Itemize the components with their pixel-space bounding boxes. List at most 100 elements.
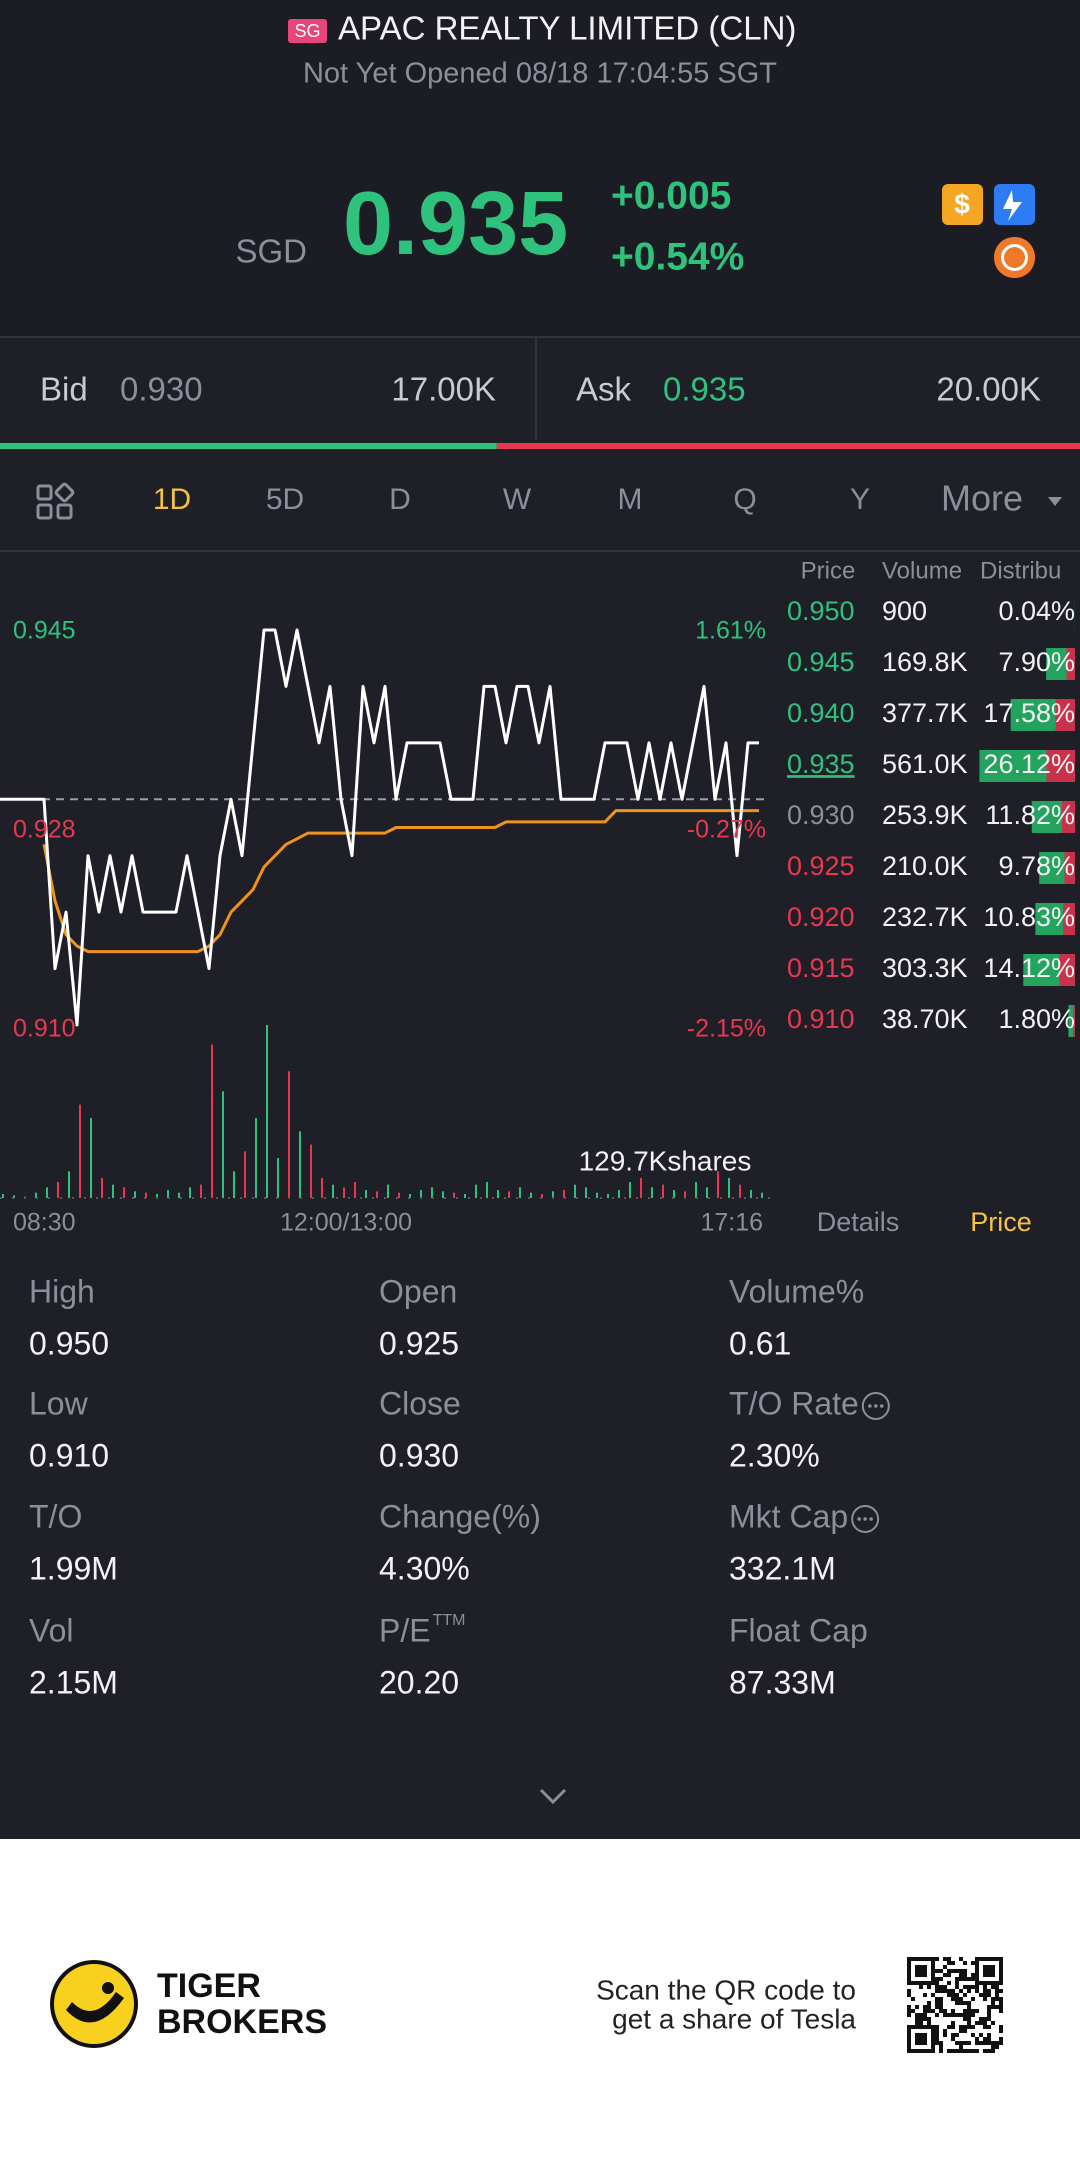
qr-finder bbox=[915, 1965, 927, 1977]
qr-cell bbox=[991, 2021, 995, 2025]
panel-tab[interactable]: Price bbox=[970, 1207, 1032, 1237]
qr-cell bbox=[999, 2025, 1003, 2029]
order-price: 0.915 bbox=[787, 953, 855, 983]
order-price: 0.950 bbox=[787, 596, 855, 626]
qr-cell bbox=[939, 2001, 943, 2005]
qr-cell bbox=[923, 1993, 927, 1997]
qr-cell bbox=[975, 1985, 979, 1989]
volume-bar bbox=[167, 1189, 169, 1198]
qr-cell bbox=[979, 2033, 983, 2037]
period-tab[interactable]: 5D bbox=[266, 483, 304, 516]
stat-label: Float Cap bbox=[729, 1612, 868, 1648]
period-tab[interactable]: More bbox=[941, 478, 1023, 519]
order-volume: 232.7K bbox=[882, 902, 968, 932]
volume-bar bbox=[189, 1187, 191, 1198]
qr-cell bbox=[975, 2041, 979, 2045]
qr-cell bbox=[987, 2049, 991, 2053]
market-badge bbox=[288, 19, 327, 43]
volume-bar bbox=[629, 1181, 631, 1198]
volume-bar bbox=[255, 1117, 257, 1198]
qr-cell bbox=[963, 1961, 967, 1965]
qr-cell bbox=[935, 1989, 939, 1993]
volume-bar bbox=[750, 1189, 752, 1198]
qr-cell bbox=[939, 1989, 943, 1993]
order-distribution: 17.58% bbox=[983, 698, 1075, 728]
qr-cell bbox=[959, 1989, 963, 1993]
qr-cell bbox=[995, 2005, 999, 2009]
qr-cell bbox=[935, 1985, 939, 1989]
stock-title: APAC REALTY LIMITED (CLN) bbox=[338, 10, 796, 47]
qr-cell bbox=[951, 2033, 955, 2037]
qr-cell bbox=[991, 2001, 995, 2005]
qr-cell bbox=[983, 2037, 987, 2041]
volume-bar bbox=[453, 1192, 455, 1198]
time-label: 08:30 bbox=[13, 1209, 76, 1237]
qr-cell bbox=[955, 2041, 959, 2045]
distribution-bar bbox=[1068, 1005, 1075, 1037]
qr-cell bbox=[943, 2013, 947, 2017]
volume-bar bbox=[310, 1144, 312, 1198]
order-header: Price bbox=[801, 557, 856, 584]
volume-bar bbox=[618, 1189, 620, 1198]
volume-bar bbox=[35, 1192, 37, 1198]
qr-cell bbox=[999, 2029, 1003, 2033]
period-tab[interactable]: Q bbox=[733, 483, 756, 516]
qr-cell bbox=[999, 1989, 1003, 1993]
brand-name: TIGER bbox=[157, 1967, 261, 2005]
qr-cell bbox=[919, 1985, 923, 1989]
stat-value: 0.910 bbox=[29, 1437, 109, 1473]
market-status: Not Yet Opened 08/18 17:04:55 SGT bbox=[303, 58, 777, 90]
qr-cell bbox=[999, 2009, 1003, 2013]
qr-cell bbox=[939, 2005, 943, 2009]
qr-cell bbox=[935, 2001, 939, 2005]
bid-share-bar bbox=[0, 443, 497, 449]
qr-cell bbox=[963, 2013, 967, 2017]
qr-cell bbox=[995, 1989, 999, 1993]
qr-cell bbox=[983, 2017, 987, 2021]
period-tab[interactable]: W bbox=[503, 483, 532, 516]
qr-cell bbox=[947, 1969, 951, 1973]
qr-cell bbox=[935, 2013, 939, 2017]
period-tab[interactable]: D bbox=[389, 483, 411, 516]
panel-tab[interactable]: Details bbox=[817, 1207, 900, 1237]
distribution-bar bbox=[1046, 648, 1075, 680]
more-caret[interactable] bbox=[1048, 497, 1062, 506]
qr-cell bbox=[971, 1997, 975, 2001]
stat-label: Low bbox=[29, 1385, 89, 1421]
stat-value: 0.950 bbox=[29, 1325, 109, 1361]
qr-cell bbox=[947, 1993, 951, 1997]
bid-label: Bid bbox=[40, 371, 88, 408]
qr-cell bbox=[963, 2041, 967, 2045]
period-tab[interactable]: 1D bbox=[153, 483, 191, 516]
qr-cell bbox=[963, 2029, 967, 2033]
expand-chevron[interactable] bbox=[539, 1788, 567, 1805]
order-price: 0.910 bbox=[787, 1004, 855, 1034]
stat-value: 0.930 bbox=[379, 1437, 459, 1473]
qr-cell bbox=[927, 2005, 931, 2009]
volume-bar bbox=[552, 1191, 554, 1198]
period-tab[interactable]: M bbox=[618, 483, 643, 516]
qr-cell bbox=[967, 1977, 971, 1981]
volume-bar bbox=[409, 1193, 411, 1198]
info-icon[interactable] bbox=[861, 1392, 890, 1420]
layout-icon[interactable] bbox=[36, 482, 75, 520]
period-tab[interactable]: Y bbox=[850, 483, 870, 516]
volume-bar bbox=[101, 1177, 103, 1198]
volume-bar bbox=[233, 1171, 235, 1198]
qr-cell bbox=[983, 1985, 987, 1989]
qr-cell bbox=[983, 1997, 987, 2001]
volume-bar bbox=[112, 1184, 114, 1198]
qr-cell bbox=[963, 2049, 967, 2053]
qr-cell bbox=[959, 2041, 963, 2045]
order-distribution: 7.90% bbox=[998, 647, 1075, 677]
volume-bar bbox=[530, 1192, 532, 1198]
price-change: +0.005 bbox=[611, 174, 731, 217]
qr-cell bbox=[927, 2001, 931, 2005]
qr-cell bbox=[951, 2025, 955, 2029]
stat-label: Mkt Cap bbox=[729, 1498, 848, 1534]
qr-cell bbox=[951, 1993, 955, 1997]
distribution-bar bbox=[1039, 852, 1075, 884]
info-icon[interactable] bbox=[851, 1505, 880, 1533]
order-price: 0.940 bbox=[787, 698, 855, 728]
qr-cell bbox=[947, 1981, 951, 1985]
